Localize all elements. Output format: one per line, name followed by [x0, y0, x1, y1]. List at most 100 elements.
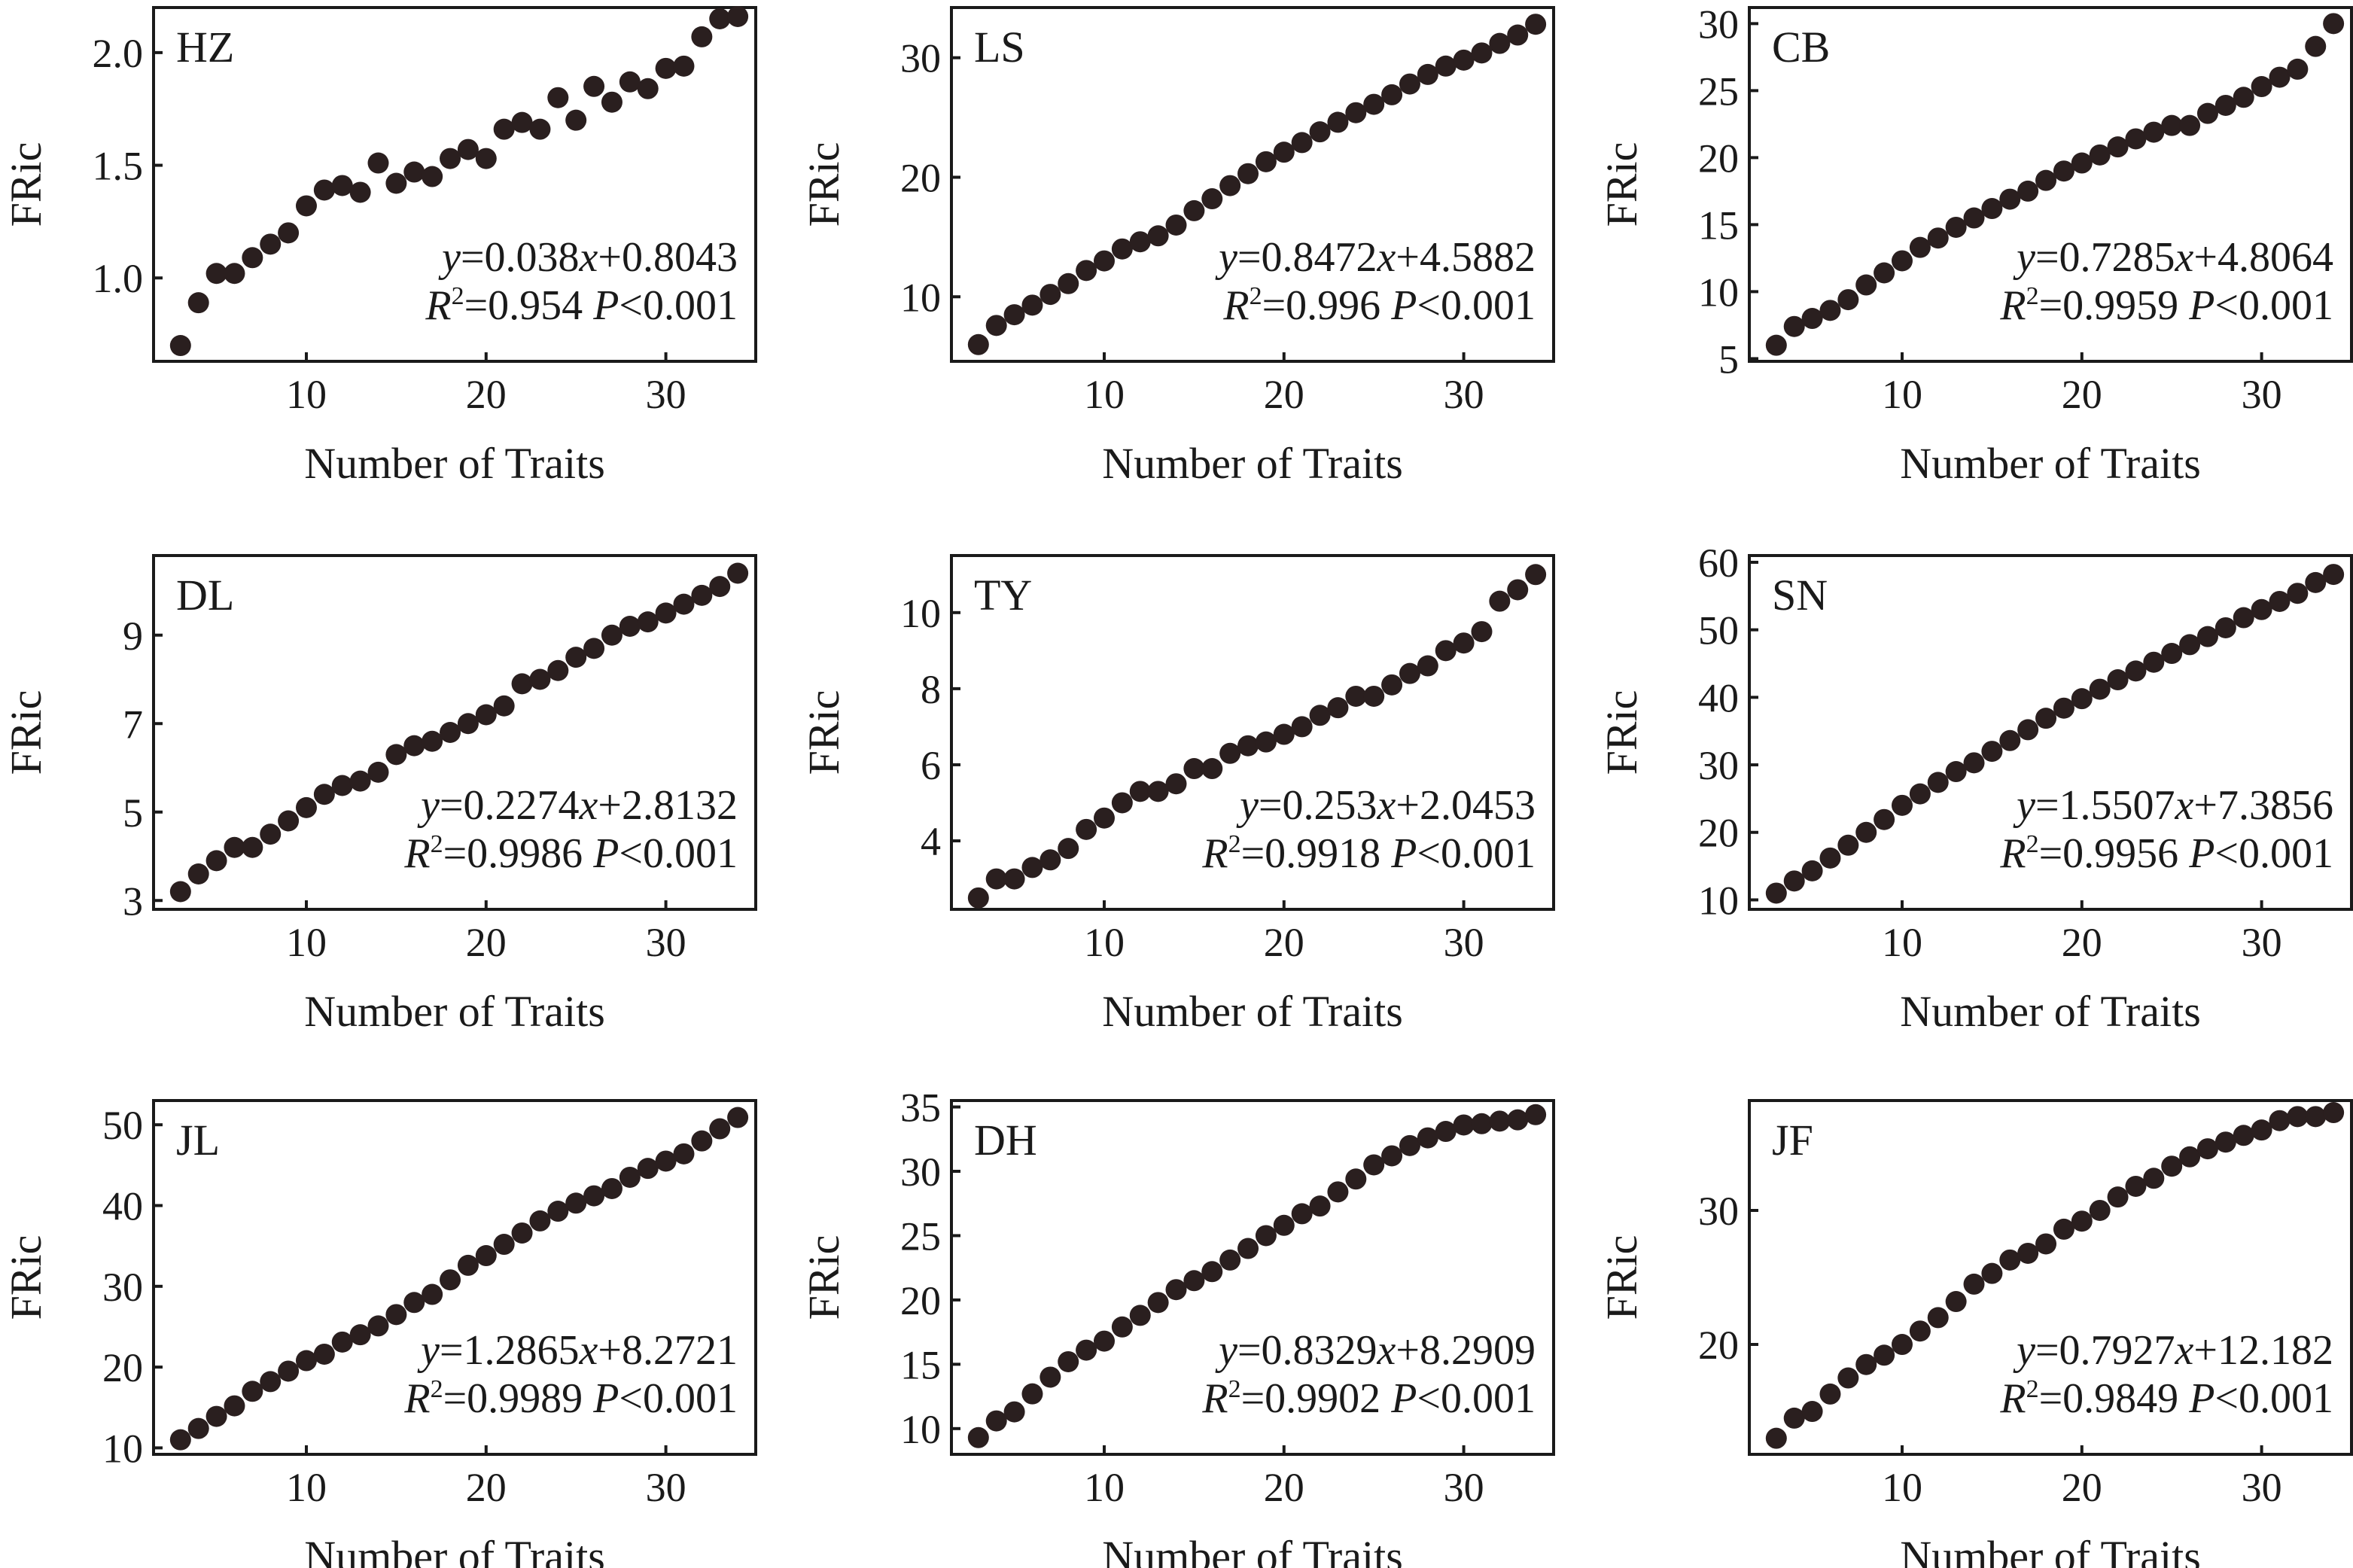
regression-stats: R2=0.9959 P<0.001 — [1999, 282, 2333, 329]
data-point — [1489, 32, 1511, 54]
plot-frame — [950, 554, 1555, 911]
data-point — [1219, 175, 1241, 196]
eq-intercept: +4.5882 — [1396, 234, 1536, 281]
data-point — [1093, 250, 1115, 272]
data-point — [422, 166, 443, 187]
eq-p-value: <0.001 — [619, 1375, 738, 1422]
x-tick-label: 20 — [466, 920, 507, 965]
data-point — [1507, 579, 1529, 601]
x-tick-label: 10 — [286, 372, 327, 417]
data-point — [2233, 607, 2254, 629]
y-tick-label: 50 — [1698, 608, 1739, 653]
data-point — [1273, 723, 1295, 745]
data-point — [1471, 1113, 1493, 1134]
data-point — [1058, 272, 1079, 294]
data-point — [1981, 741, 2003, 763]
data-point — [1765, 334, 1787, 356]
eq-intercept: +8.2721 — [598, 1327, 738, 1374]
data-point — [331, 775, 353, 796]
plot-frame — [152, 1099, 757, 1456]
data-point — [187, 292, 209, 314]
eq-r-superscript: 2 — [1228, 1375, 1241, 1403]
eq-intercept: +0.8043 — [598, 234, 738, 281]
data-point — [2017, 180, 2039, 202]
data-point — [1183, 1270, 1205, 1292]
data-point — [1040, 849, 1061, 871]
x-axis-label: Number of Traits — [304, 1532, 605, 1568]
y-tick-label: 2.0 — [93, 31, 144, 76]
data-point — [349, 770, 371, 792]
data-point — [2089, 1199, 2111, 1221]
eq-p-value: <0.001 — [2214, 830, 2333, 877]
eq-y-var: y — [2013, 234, 2035, 281]
data-point — [1183, 758, 1205, 780]
data-point — [2269, 590, 2291, 612]
eq-y-var: y — [1215, 234, 1237, 281]
data-point — [709, 1118, 731, 1140]
panel-cb: 10 20 30 5 10 15 20 25 30 Number of Traits FRic CB y… — [1597, 2, 2353, 488]
data-point — [691, 26, 713, 47]
data-point — [1819, 1383, 1841, 1405]
eq-r2-value: =0.9902 — [1241, 1375, 1392, 1422]
data-point — [565, 647, 587, 668]
data-point — [1345, 102, 1367, 123]
plot-frame — [950, 6, 1555, 363]
data-point — [1021, 1383, 1043, 1405]
data-point — [475, 1245, 497, 1267]
y-tick-label: 30 — [1698, 743, 1739, 788]
data-point — [1129, 231, 1151, 253]
eq-r2-value: =0.9956 — [2039, 830, 2190, 877]
eq-x-var: x — [1377, 1327, 1396, 1374]
regression-stats: R2=0.9956 P<0.001 — [1999, 830, 2333, 877]
y-tick-label: 10 — [102, 1426, 143, 1471]
data-point — [1435, 1121, 1457, 1143]
data-point — [2179, 1146, 2201, 1168]
data-point — [655, 1150, 677, 1172]
data-point — [2269, 66, 2291, 88]
x-axis-label: Number of Traits — [1102, 987, 1403, 1036]
y-tick-label: 5 — [123, 790, 143, 836]
regression-stats: R2=0.954 P<0.001 — [425, 282, 738, 329]
y-tick-label: 60 — [1698, 540, 1739, 586]
x-tick-label: 10 — [1882, 920, 1922, 965]
data-point — [1783, 315, 1805, 337]
data-point — [2179, 634, 2201, 656]
data-point — [349, 1324, 371, 1346]
panel-jl: 10 20 30 10 20 30 40 50 Number of Traits FRic JL y=… — [2, 1099, 757, 1568]
data-point — [1507, 24, 1529, 46]
site-label: DL — [176, 571, 234, 620]
data-point — [331, 1331, 353, 1353]
eq-x-var: x — [579, 782, 598, 829]
eq-r-symbol: R — [1201, 1375, 1228, 1422]
y-tick-label: 10 — [1698, 269, 1739, 315]
data-point — [1003, 304, 1025, 326]
data-point — [1219, 742, 1241, 764]
plot-frame — [152, 554, 757, 911]
regression-stats: R2=0.9918 P<0.001 — [1201, 830, 1536, 877]
data-point — [529, 668, 551, 690]
data-point — [2287, 583, 2309, 604]
eq-x-var: x — [579, 1327, 598, 1374]
eq-p-symbol: P — [2188, 1375, 2214, 1422]
data-point — [385, 1304, 407, 1326]
data-point — [1765, 882, 1787, 904]
data-point — [295, 796, 317, 818]
x-tick-label: 10 — [1882, 372, 1922, 417]
y-axis-label: FRic — [1597, 1235, 1646, 1320]
data-point — [1819, 300, 1841, 321]
x-axis-label: Number of Traits — [304, 439, 605, 488]
regression-stats: R2=0.9902 P<0.001 — [1201, 1375, 1536, 1422]
data-point — [367, 152, 389, 174]
regression-stats: R2=0.9849 P<0.001 — [1999, 1375, 2333, 1422]
y-axis-label: FRic — [1597, 142, 1646, 227]
data-point — [1783, 1407, 1805, 1429]
x-tick-label: 30 — [1444, 1465, 1484, 1510]
eq-x-var: x — [1377, 234, 1396, 281]
data-point — [2035, 169, 2057, 191]
data-point — [385, 172, 407, 194]
eq-p-value: <0.001 — [2214, 1375, 2333, 1422]
data-point — [2125, 1175, 2147, 1197]
data-point — [1381, 84, 1403, 105]
data-point — [1237, 1238, 1259, 1259]
data-point — [1003, 1401, 1025, 1423]
